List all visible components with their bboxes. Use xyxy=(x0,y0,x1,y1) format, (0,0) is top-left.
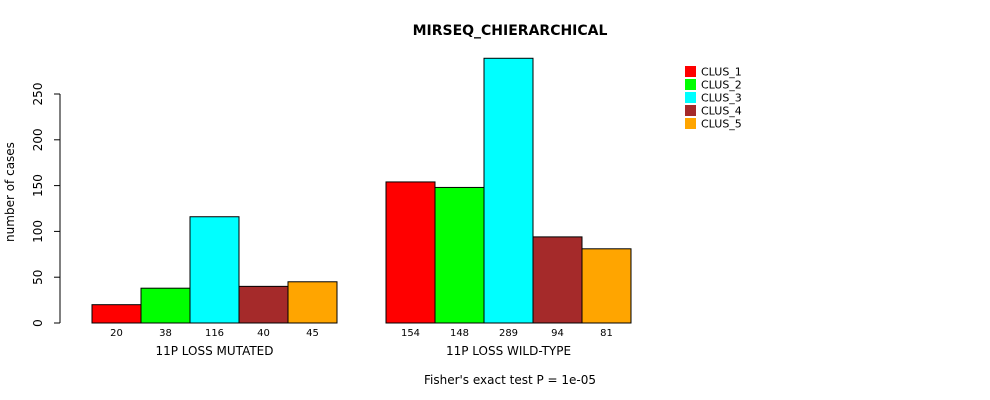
y-axis-label: number of cases xyxy=(3,142,17,242)
bar-clus2-group1 xyxy=(140,287,191,324)
y-tick-label: 150 xyxy=(31,174,45,197)
bar-clus2-group2 xyxy=(434,186,485,324)
bar-count-label: 20 xyxy=(110,328,123,339)
legend-label: CLUS_3 xyxy=(701,92,742,105)
bar-clus4-group2 xyxy=(532,236,583,324)
bar-count-label: 38 xyxy=(159,328,172,339)
legend-label: CLUS_4 xyxy=(701,105,742,118)
legend-swatch xyxy=(685,118,696,129)
group-label: 11P LOSS MUTATED xyxy=(155,344,273,358)
bar-clus5-group1 xyxy=(287,281,338,324)
y-tick-label: 50 xyxy=(31,270,45,285)
legend-swatch xyxy=(685,66,696,77)
bar-count-label: 40 xyxy=(257,328,270,339)
y-tick-label: 0 xyxy=(31,319,45,327)
y-tick-label: 250 xyxy=(31,83,45,106)
bar-count-label: 148 xyxy=(450,328,469,339)
bar-count-label: 94 xyxy=(551,328,564,339)
fisher-test-footer: Fisher's exact test P = 1e-05 xyxy=(424,373,596,387)
bar-clus3-group1 xyxy=(189,216,240,324)
bar-clus4-group1 xyxy=(238,285,289,324)
count-labels: 20 38 116 40 45 154 148 289 94 81 xyxy=(110,328,613,339)
legend-swatch xyxy=(685,92,696,103)
bar-clus5-group2 xyxy=(581,248,632,324)
y-tick-label: 100 xyxy=(31,220,45,243)
chart-title: MIRSEQ_CHIERARCHICAL xyxy=(413,23,608,39)
legend-label: CLUS_1 xyxy=(701,66,742,79)
bars-group xyxy=(91,57,632,324)
bar-count-label: 116 xyxy=(205,328,224,339)
bar-count-label: 45 xyxy=(306,328,319,339)
bar-clus1-group2 xyxy=(385,181,436,324)
legend-swatch xyxy=(685,105,696,116)
bar-count-label: 154 xyxy=(401,328,420,339)
group-labels: 11P LOSS MUTATED 11P LOSS WILD-TYPE xyxy=(155,344,571,358)
legend-label: CLUS_2 xyxy=(701,79,742,92)
y-axis: 0 50 100 150 200 250 xyxy=(31,83,61,327)
legend-swatch xyxy=(685,79,696,90)
group-label: 11P LOSS WILD-TYPE xyxy=(446,344,571,358)
bar-clus3-group2 xyxy=(483,57,534,324)
legend-label: CLUS_5 xyxy=(701,118,742,131)
bar-count-label: 289 xyxy=(499,328,518,339)
bar-count-label: 81 xyxy=(600,328,613,339)
y-tick-label: 200 xyxy=(31,128,45,151)
bar-clus1-group1 xyxy=(91,304,142,324)
